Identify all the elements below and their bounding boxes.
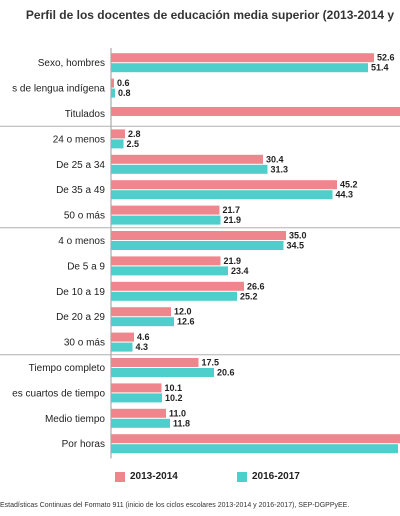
legend-item-2016-2017: 2016-2017 — [237, 471, 300, 482]
value-label-de-5-a-9-2013-2014: 21.9 — [224, 256, 242, 266]
value-label-4-o-menos-2013-2014: 35.0 — [289, 231, 307, 241]
bar-chart: Sexo, hombres 52.651.4 s de lengua indígen… — [0, 48, 400, 459]
value-label-50-o-m-s-2016-2017: 21.9 — [224, 215, 242, 225]
category-label-de-5-a-9: De 5 a 9 — [67, 261, 105, 272]
bar-medio-tiempo-2013-2014 — [111, 408, 166, 418]
category-label-de-35-a-49: De 35 a 49 — [56, 185, 105, 196]
bar-es-cuartos-de-tiempo-2013-2014 — [111, 383, 162, 393]
value-label-24-o-menos-2013-2014: 2.8 — [128, 129, 141, 139]
category-label-es-cuartos-de-tiempo: es cuartos de tiempo — [12, 388, 105, 399]
value-label-30-o-m-s-2016-2017: 4.3 — [136, 342, 149, 352]
bar-sexo-hombres-2013-2014 — [111, 53, 374, 63]
bar-50-o-m-s-2013-2014 — [111, 205, 220, 215]
legend-label-2013-2014: 2013-2014 — [130, 471, 178, 482]
value-label-de-20-a-29-2016-2017: 12.6 — [177, 317, 195, 327]
value-label-es-cuartos-de-tiempo-2013-2014: 10.1 — [165, 383, 183, 393]
category-label-tiempo-completo: Tiempo completo — [29, 363, 106, 374]
bar-titulados-2013-2014 — [111, 107, 400, 116]
category-label-sexo-hombres: Sexo, hombres — [38, 58, 105, 69]
chart-title: Perfil de los docentes de educación medi… — [25, 8, 395, 22]
value-label-s-de-lengua-ind-gena-2016-2017: 0.8 — [118, 88, 131, 98]
value-label-tiempo-completo-2016-2017: 20.6 — [217, 368, 235, 378]
category-label-30-o-m-s: 30 o más — [64, 338, 105, 349]
category-label-por-horas: Por horas — [62, 439, 105, 450]
value-label-sexo-hombres-2013-2014: 52.6 — [377, 53, 395, 63]
value-label-medio-tiempo-2016-2017: 11.8 — [173, 418, 190, 428]
value-label-de-20-a-29-2013-2014: 12.0 — [174, 307, 192, 317]
bar-de-5-a-9-2013-2014 — [111, 256, 221, 266]
bar-de-10-a-19-2016-2017 — [111, 291, 237, 301]
bar-de-5-a-9-2016-2017 — [111, 266, 228, 276]
category-label-de-10-a-19: De 10 a 19 — [56, 287, 105, 298]
bar-de-35-a-49-2013-2014 — [111, 180, 337, 190]
value-label-24-o-menos-2016-2017: 2.5 — [127, 139, 140, 149]
value-label-de-10-a-19-2013-2014: 26.6 — [247, 281, 265, 291]
value-label-medio-tiempo-2013-2014: 11.0 — [169, 408, 186, 418]
value-label-sexo-hombres-2016-2017: 51.4 — [371, 63, 389, 73]
value-label-50-o-m-s-2013-2014: 21.7 — [223, 205, 241, 215]
bar-30-o-m-s-2016-2017 — [111, 342, 133, 352]
bar-s-de-lengua-ind-gena-2013-2014 — [111, 78, 114, 88]
bar-medio-tiempo-2016-2017 — [111, 418, 170, 428]
source-note: Estadísticas Continuas del Formato 911 (… — [0, 502, 350, 509]
category-label-4-o-menos: 4 o menos — [58, 236, 105, 247]
bar-tiempo-completo-2013-2014 — [111, 358, 199, 367]
value-label-4-o-menos-2016-2017: 34.5 — [287, 241, 305, 251]
bar-por-horas-2013-2014 — [111, 434, 400, 444]
bar-de-35-a-49-2016-2017 — [111, 190, 333, 200]
bar-24-o-menos-2013-2014 — [111, 129, 125, 139]
value-label-tiempo-completo-2013-2014: 17.5 — [202, 358, 220, 368]
value-label-s-de-lengua-ind-gena-2013-2014: 0.6 — [117, 78, 130, 88]
category-label-titulados: Titulados — [65, 109, 105, 120]
bar-24-o-menos-2016-2017 — [111, 139, 124, 149]
legend-label-2016-2017: 2016-2017 — [252, 471, 300, 482]
bar-de-10-a-19-2013-2014 — [111, 281, 244, 291]
bar-sexo-hombres-2016-2017 — [111, 63, 368, 73]
value-label-de-35-a-49-2016-2017: 44.3 — [336, 190, 354, 200]
value-label-es-cuartos-de-tiempo-2016-2017: 10.2 — [165, 393, 183, 403]
value-label-de-25-a-34-2013-2014: 30.4 — [266, 154, 284, 164]
value-label-de-5-a-9-2016-2017: 23.4 — [231, 266, 249, 276]
legend-item-2013-2014: 2013-2014 — [115, 471, 178, 482]
value-label-de-35-a-49-2013-2014: 45.2 — [340, 180, 358, 190]
bar-4-o-menos-2013-2014 — [111, 231, 286, 240]
value-label-de-25-a-34-2016-2017: 31.3 — [271, 164, 289, 174]
bar-de-25-a-34-2013-2014 — [111, 154, 263, 164]
legend-swatch-2016-2017 — [237, 471, 247, 482]
bar-de-20-a-29-2013-2014 — [111, 307, 171, 317]
bar-de-20-a-29-2016-2017 — [111, 317, 174, 327]
bar-por-horas-2016-2017 — [111, 444, 398, 454]
category-label-medio-tiempo: Medio tiempo — [45, 414, 105, 425]
bar-4-o-menos-2016-2017 — [111, 241, 284, 250]
category-label-de-25-a-34: De 25 a 34 — [56, 160, 105, 171]
bar-tiempo-completo-2016-2017 — [111, 368, 214, 377]
legend: 2013-2014 2016-2017 — [0, 471, 400, 487]
bar-es-cuartos-de-tiempo-2016-2017 — [111, 393, 162, 403]
category-label-50-o-m-s: 50 o más — [64, 211, 105, 222]
bar-30-o-m-s-2013-2014 — [111, 332, 134, 342]
category-label-de-20-a-29: De 20 a 29 — [56, 312, 105, 323]
legend-swatch-2013-2014 — [115, 471, 125, 482]
bar-s-de-lengua-ind-gena-2016-2017 — [111, 88, 115, 98]
bar-50-o-m-s-2016-2017 — [111, 215, 221, 225]
category-label-24-o-menos: 24 o menos — [53, 134, 105, 145]
bar-de-25-a-34-2016-2017 — [111, 164, 268, 174]
value-label-30-o-m-s-2013-2014: 4.6 — [137, 332, 150, 342]
value-label-de-10-a-19-2016-2017: 25.2 — [240, 291, 258, 301]
category-label-s-de-lengua-ind-gena: s de lengua indígena — [12, 84, 105, 95]
